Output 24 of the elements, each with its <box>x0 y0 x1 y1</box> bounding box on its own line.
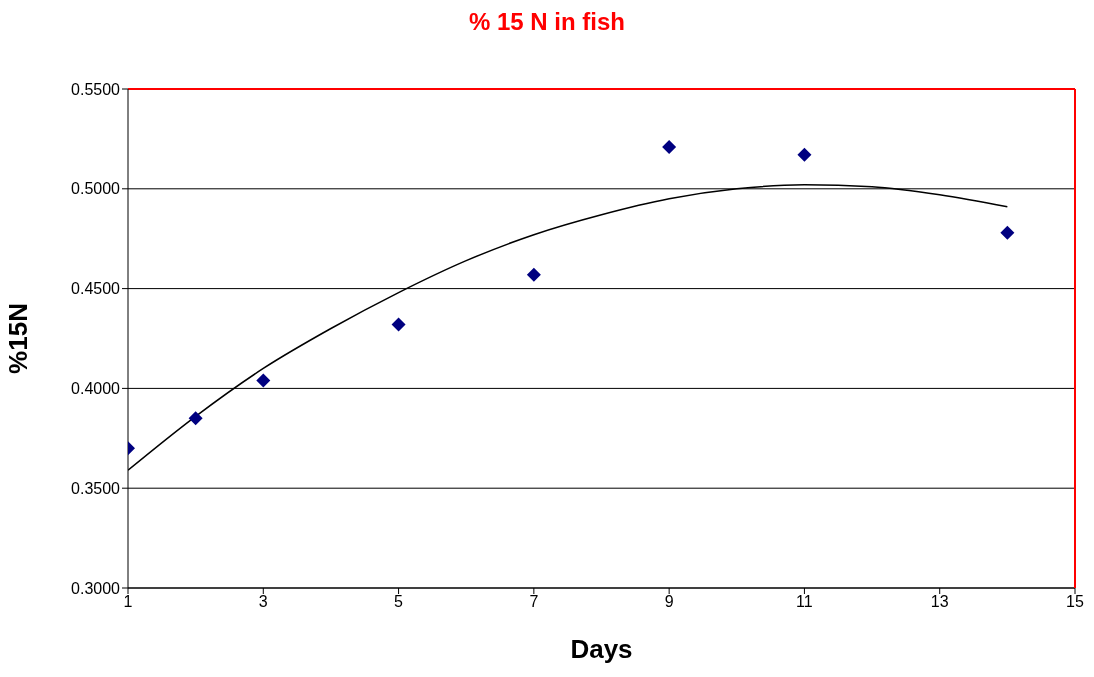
x-tick-label: 9 <box>664 593 674 611</box>
point <box>256 373 271 388</box>
point <box>797 147 812 162</box>
x-axis-title: Days <box>570 634 633 664</box>
x-tick-label: 3 <box>258 593 268 611</box>
x-tick-label: 13 <box>930 593 949 611</box>
y-tick-label: 0.3500 <box>71 479 121 497</box>
x-tick-label: 15 <box>1066 593 1084 611</box>
point <box>526 267 541 282</box>
y-tick-label: 0.3000 <box>71 579 121 597</box>
chart-title: % 15 N in fish <box>467 8 626 37</box>
point <box>662 139 677 154</box>
x-tick-label: 11 <box>796 593 813 611</box>
y-tick-label: 0.5000 <box>71 180 121 198</box>
y-tick-label: 0.4000 <box>71 380 121 398</box>
y-tick-label: 0.4500 <box>71 280 121 298</box>
y-tick-label: 0.5500 <box>71 80 121 98</box>
point <box>188 411 203 426</box>
point <box>391 317 406 332</box>
x-tick-label: 7 <box>529 593 539 611</box>
x-tick-label: 1 <box>123 593 133 611</box>
x-tick-label: 5 <box>394 593 404 611</box>
y-axis-title: %15N <box>3 303 34 374</box>
point <box>1000 225 1015 240</box>
